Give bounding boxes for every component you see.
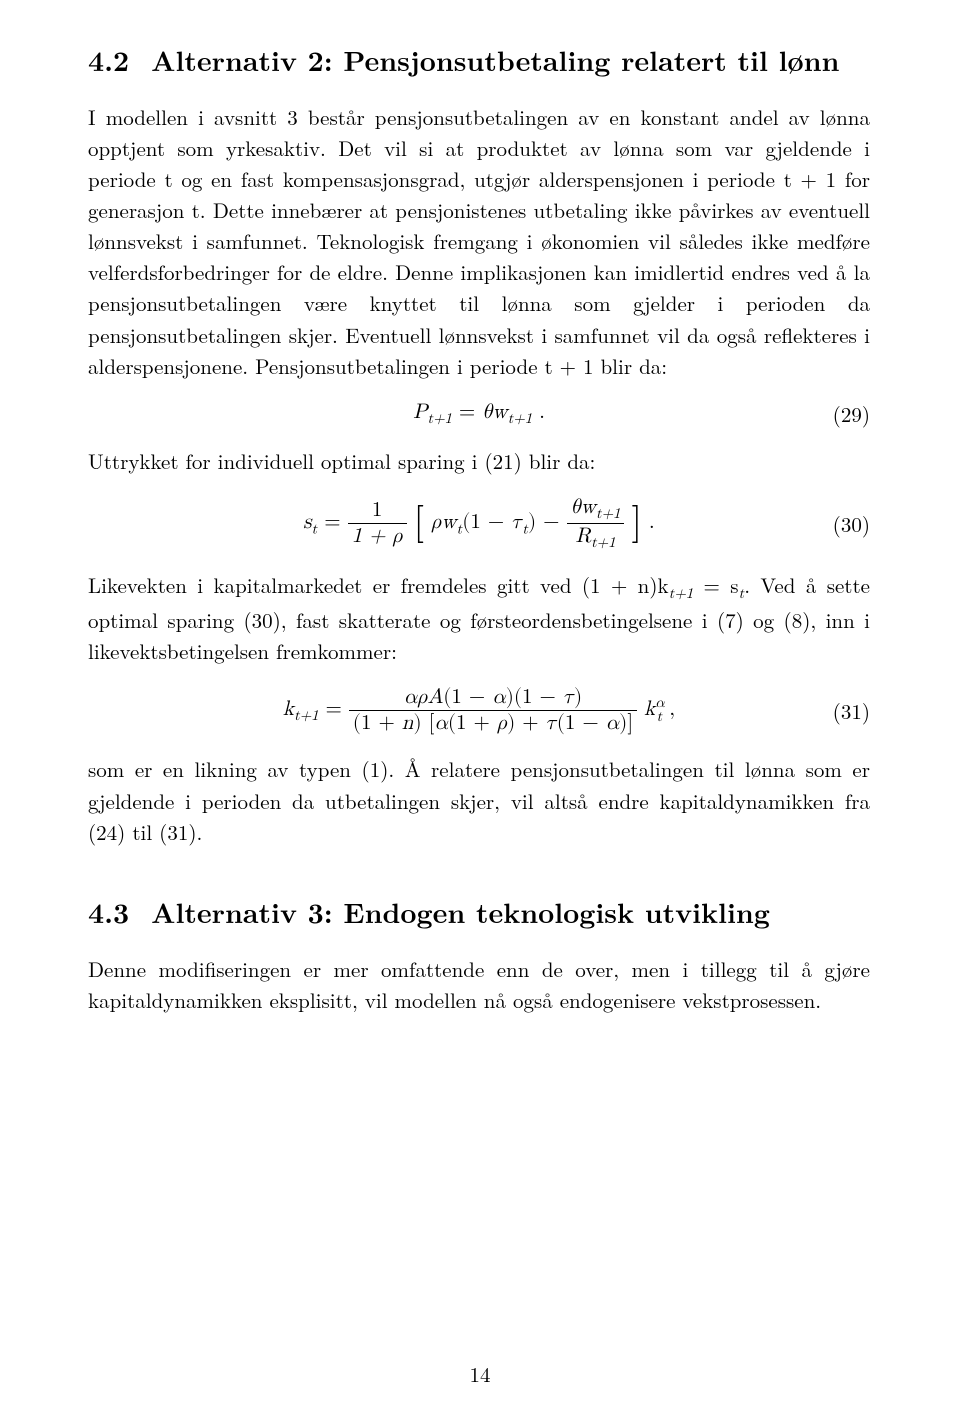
inline-sub: t+1 <box>669 587 693 602</box>
equation-body: st = 1 1 + ρ [ ρwt(1 − τt) − θwt+1 Rt+1 … <box>303 495 654 552</box>
paragraph-text: I modellen i avsnitt 3 består pensjonsut… <box>88 102 870 381</box>
page-number: 14 <box>0 1359 960 1389</box>
paragraph-text-a: Likevekten i kapitalmarkedet er fremdele… <box>88 570 669 600</box>
body-paragraph: Denne modifiseringen er mer omfattende e… <box>88 954 870 1016</box>
section-heading-4-3: 4.3 Alternativ 3: Endogen teknologisk utv… <box>88 892 870 932</box>
page: 4.2 Alternativ 2: Pensjonsutbetaling rela… <box>0 0 960 1419</box>
body-paragraph: Likevekten i kapitalmarkedet er fremdele… <box>88 570 870 667</box>
paragraph-text-b: = s <box>693 570 738 600</box>
equation-29: Pt+1 = θwt+1 . (29) <box>88 400 870 428</box>
section-heading-4-2: 4.2 Alternativ 2: Pensjonsutbetaling rela… <box>88 40 870 80</box>
section-number: 4.2 <box>88 40 129 80</box>
equation-number: (29) <box>833 399 870 429</box>
body-paragraph: som er en likning av typen (1). Å relate… <box>88 754 870 847</box>
equation-30: st = 1 1 + ρ [ ρwt(1 − τt) − θwt+1 Rt+1 … <box>88 495 870 552</box>
equation-body: kt+1 = αρA(1 − α)(1 − τ) (1 + n) [α(1 + … <box>283 685 675 736</box>
paragraph-text: Uttrykket for individuell optimal sparin… <box>88 446 595 476</box>
section-title: Alternativ 2: Pensjonsutbetaling relater… <box>151 40 839 80</box>
section-number: 4.3 <box>88 892 129 932</box>
equation-number: (30) <box>833 509 870 539</box>
equation-31: kt+1 = αρA(1 − α)(1 − τ) (1 + n) [α(1 + … <box>88 685 870 736</box>
equation-body: Pt+1 = θwt+1 . <box>413 400 545 428</box>
body-paragraph: Uttrykket for individuell optimal sparin… <box>88 446 870 477</box>
paragraph-text: Denne modifiseringen er mer omfattende e… <box>88 954 870 1015</box>
body-paragraph: I modellen i avsnitt 3 består pensjonsut… <box>88 102 870 382</box>
equation-number: (31) <box>833 696 870 726</box>
section-title: Alternativ 3: Endogen teknologisk utvikl… <box>151 892 770 932</box>
paragraph-text: som er en likning av typen (1). Å relate… <box>88 754 870 846</box>
